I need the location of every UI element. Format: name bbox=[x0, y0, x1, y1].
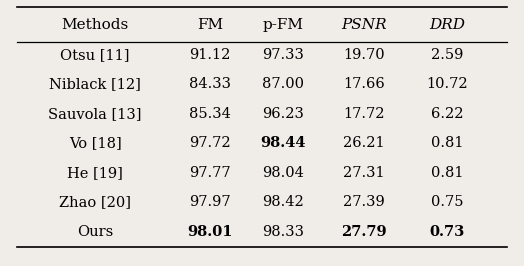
Text: 10.72: 10.72 bbox=[426, 77, 468, 91]
Text: FM: FM bbox=[197, 18, 223, 32]
Text: Sauvola [13]: Sauvola [13] bbox=[48, 107, 142, 121]
Text: 97.33: 97.33 bbox=[262, 48, 304, 62]
Text: 0.73: 0.73 bbox=[429, 225, 465, 239]
Text: He [19]: He [19] bbox=[67, 166, 123, 180]
Text: 97.97: 97.97 bbox=[189, 196, 231, 210]
Text: 27.79: 27.79 bbox=[341, 225, 387, 239]
Text: 96.23: 96.23 bbox=[262, 107, 304, 121]
Text: 91.12: 91.12 bbox=[189, 48, 231, 62]
Text: p-FM: p-FM bbox=[263, 18, 303, 32]
Text: 0.75: 0.75 bbox=[431, 196, 463, 210]
Text: PSNR: PSNR bbox=[341, 18, 387, 32]
Text: 2.59: 2.59 bbox=[431, 48, 463, 62]
Text: 0.81: 0.81 bbox=[431, 136, 463, 150]
Text: 98.01: 98.01 bbox=[187, 225, 233, 239]
Text: 17.72: 17.72 bbox=[343, 107, 385, 121]
Text: Ours: Ours bbox=[77, 225, 113, 239]
Text: 26.21: 26.21 bbox=[343, 136, 385, 150]
Text: 97.77: 97.77 bbox=[189, 166, 231, 180]
Text: Methods: Methods bbox=[62, 18, 129, 32]
Text: 6.22: 6.22 bbox=[431, 107, 463, 121]
Text: 17.66: 17.66 bbox=[343, 77, 385, 91]
Text: 97.72: 97.72 bbox=[189, 136, 231, 150]
Text: 84.33: 84.33 bbox=[189, 77, 231, 91]
Text: 19.70: 19.70 bbox=[343, 48, 385, 62]
Text: Niblack [12]: Niblack [12] bbox=[49, 77, 141, 91]
Text: Vo [18]: Vo [18] bbox=[69, 136, 122, 150]
Text: 85.34: 85.34 bbox=[189, 107, 231, 121]
Text: 98.33: 98.33 bbox=[262, 225, 304, 239]
Text: 98.42: 98.42 bbox=[262, 196, 304, 210]
Text: Zhao [20]: Zhao [20] bbox=[59, 196, 131, 210]
Text: 0.81: 0.81 bbox=[431, 166, 463, 180]
Text: 87.00: 87.00 bbox=[262, 77, 304, 91]
Text: 98.44: 98.44 bbox=[260, 136, 305, 150]
Text: 98.04: 98.04 bbox=[262, 166, 304, 180]
Text: 27.31: 27.31 bbox=[343, 166, 385, 180]
Text: 27.39: 27.39 bbox=[343, 196, 385, 210]
Text: DRD: DRD bbox=[429, 18, 465, 32]
Text: Otsu [11]: Otsu [11] bbox=[60, 48, 130, 62]
